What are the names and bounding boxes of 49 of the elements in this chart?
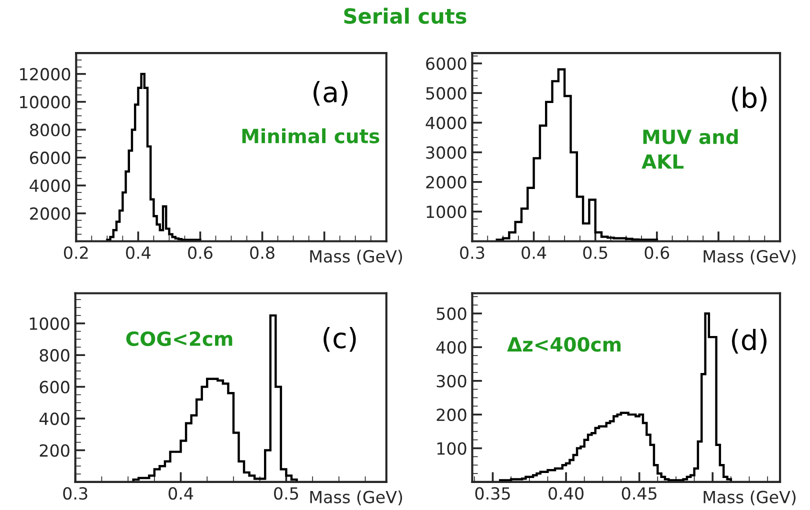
- annotation: (c): [324, 327, 356, 352]
- y-tick-label: 10000: [20, 96, 70, 108]
- y-tick-label: 400: [39, 412, 70, 426]
- x-tick-label: 0.4: [522, 246, 546, 259]
- y-tick-label: 6000: [30, 152, 70, 164]
- annotation: COG<2cm: [126, 331, 232, 346]
- x-tick-label: 0.4: [126, 246, 151, 259]
- annotation: Minimal cuts: [242, 128, 380, 144]
- y-tick-label: 4000: [30, 179, 70, 192]
- x-tick-label: 0.5: [274, 487, 298, 500]
- chart-title: Serial cuts: [344, 8, 466, 24]
- x-tick-label: 0.2: [64, 246, 88, 259]
- y-tick-label: 5000: [426, 87, 466, 100]
- y-tick-label: 1000: [426, 206, 466, 218]
- x-tick-label: 0.8: [250, 246, 274, 259]
- y-tick-label: 8000: [30, 124, 70, 136]
- y-tick-label: 200: [40, 444, 70, 457]
- x-tick-label: 0.6: [644, 246, 670, 259]
- x-tick-label: 0.3: [460, 246, 484, 259]
- x-tick-label: 0.4: [168, 487, 194, 500]
- annotation: (d): [732, 328, 767, 354]
- y-tick-label: 6000: [426, 57, 466, 70]
- y-tick-label: 12000: [20, 68, 70, 81]
- x-tick-label: 0.40: [548, 487, 584, 500]
- x-axis-title: Mass (GeV): [310, 490, 402, 506]
- y-tick-label: 4000: [426, 116, 466, 130]
- annotation: (b): [732, 86, 767, 112]
- y-tick-label: 300: [436, 374, 466, 388]
- x-tick-label: 0.35: [475, 487, 510, 500]
- y-tick-label: 500: [436, 307, 466, 320]
- annotation: MUV and AKL: [642, 129, 738, 169]
- x-tick-label: 0.3: [63, 487, 88, 500]
- x-tick-label: 0.45: [622, 487, 656, 500]
- x-tick-label: 0.6: [188, 246, 212, 259]
- y-tick-label: 600: [40, 380, 70, 394]
- y-tick-label: 3000: [426, 146, 466, 159]
- x-tick-label: 0.5: [583, 246, 608, 259]
- x-axis-title: Mass (GeV): [704, 490, 796, 506]
- y-tick-label: 100: [437, 442, 466, 455]
- y-tick-label: 800: [40, 349, 70, 362]
- y-tick-label: 200: [436, 408, 466, 422]
- x-axis-title: Mass (GeV): [704, 250, 796, 265]
- y-tick-label: 2000: [426, 176, 466, 189]
- x-axis-title: Mass (GeV): [310, 250, 402, 265]
- y-tick-label: 1000: [30, 317, 70, 330]
- annotation: (a): [314, 81, 348, 106]
- annotation: Δz<400cm: [507, 337, 621, 352]
- y-tick-label: 400: [436, 341, 466, 354]
- y-tick-label: 2000: [30, 207, 70, 220]
